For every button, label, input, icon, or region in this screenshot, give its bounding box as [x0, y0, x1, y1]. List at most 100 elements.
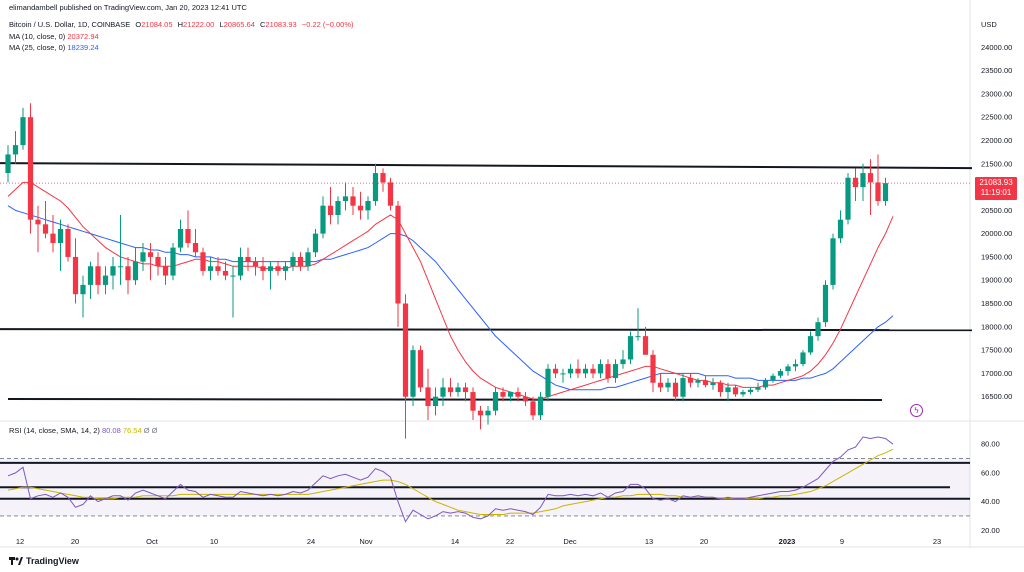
- candle-body: [545, 368, 551, 397]
- candle-body: [185, 228, 191, 243]
- price-tick-label: 19000.00: [981, 276, 1012, 285]
- candle-body: [725, 387, 731, 393]
- candle-body: [845, 177, 851, 220]
- time-tick-label: 2023: [779, 537, 796, 546]
- candle-body: [582, 368, 589, 374]
- candle-body: [312, 233, 319, 253]
- last-price: 21083.93: [979, 178, 1013, 187]
- candle-body: [342, 196, 349, 202]
- candle-body: [42, 224, 49, 234]
- time-tick-label: 10: [210, 537, 218, 546]
- candle-body: [267, 266, 274, 271]
- candle-body: [822, 284, 829, 323]
- symbol-ohlc-line: Bitcoin / U.S. Dollar, 1D, COINBASE O210…: [9, 20, 354, 29]
- open-value: 21084.05: [141, 20, 173, 29]
- price-tick-label: 16500.00: [981, 392, 1012, 401]
- rsi-tick-label: 40.00: [981, 497, 1000, 506]
- time-tick-label: 13: [645, 537, 653, 546]
- level-line: [0, 328, 973, 332]
- candle-body: [740, 392, 746, 395]
- candle-body: [695, 380, 701, 383]
- time-tick-label: Oct: [146, 537, 159, 546]
- price-tick-label: 22500.00: [981, 113, 1012, 122]
- candle-body: [755, 387, 761, 390]
- candle-body: [57, 228, 64, 243]
- level-line: [0, 162, 973, 170]
- candle-body: [687, 378, 694, 383]
- candle-body: [125, 266, 131, 281]
- time-tick-label: 12: [16, 537, 24, 546]
- candle-body: [12, 145, 19, 155]
- candle-body: [830, 238, 836, 285]
- time-tick-label: 14: [451, 537, 459, 546]
- candle-body: [230, 275, 236, 277]
- candle-body: [507, 392, 514, 397]
- candle-body: [252, 261, 259, 267]
- candle-body: [747, 389, 754, 393]
- candle-body: [432, 396, 439, 407]
- candle-body: [440, 387, 446, 397]
- ma10-legend[interactable]: MA (10, close, 0) 20372.94: [9, 32, 99, 41]
- candle-body: [282, 266, 289, 271]
- candle-body: [650, 354, 656, 383]
- bar-countdown: 11:19:01: [980, 188, 1012, 197]
- candle-body: [500, 392, 506, 397]
- last-price-tag: 21083.93 11:19:01: [975, 177, 1017, 200]
- price-tick-label: 21500.00: [981, 159, 1012, 168]
- candle-body: [87, 266, 94, 285]
- price-tick-label: 19500.00: [981, 252, 1012, 261]
- rsi-legend[interactable]: RSI (14, close, SMA, 14, 2) 80.08 76.54 …: [9, 426, 158, 435]
- candle-body: [800, 352, 806, 365]
- candle-body: [117, 266, 124, 268]
- candle-body: [260, 266, 266, 271]
- candle-body: [597, 364, 604, 374]
- candle-body: [875, 182, 881, 202]
- price-tick-label: 23500.00: [981, 66, 1012, 75]
- price-tick-label: 23000.00: [981, 89, 1012, 98]
- time-tick-label: 23: [933, 537, 941, 546]
- candle-body: [65, 228, 71, 257]
- time-tick-label: 20: [71, 537, 79, 546]
- candle-body: [762, 380, 769, 388]
- candle-body: [732, 387, 739, 395]
- candle-body: [462, 387, 469, 393]
- candle-body: [245, 256, 251, 262]
- price-tick-label: 20500.00: [981, 206, 1012, 215]
- candle-body: [237, 256, 244, 276]
- tv-logo-icon: [9, 557, 23, 565]
- candle-body: [837, 219, 844, 239]
- candle-body: [80, 284, 86, 295]
- candle-body: [275, 266, 281, 271]
- candle-body: [417, 350, 424, 388]
- candle-body: [320, 205, 326, 234]
- candle-body: [380, 173, 386, 183]
- candle-body: [477, 410, 484, 416]
- currency-label: USD: [981, 20, 997, 29]
- candle-body: [627, 336, 634, 360]
- candle-body: [200, 252, 206, 271]
- rsi-tick-label: 60.00: [981, 468, 1000, 477]
- candles: [5, 103, 889, 439]
- rsi-value: 80.08: [101, 426, 121, 435]
- candle-body: [110, 266, 116, 276]
- tradingview-logo[interactable]: TradingView: [9, 556, 79, 566]
- candle-body: [635, 336, 641, 338]
- candle-body: [207, 266, 214, 271]
- symbol-label: Bitcoin / U.S. Dollar, 1D, COINBASE: [9, 20, 131, 29]
- candle-body: [162, 266, 169, 276]
- candle-body: [552, 368, 559, 374]
- candle-body: [665, 382, 671, 388]
- candle-body: [537, 396, 544, 416]
- change-value: −0.22 (−0.00%): [301, 20, 354, 29]
- candle-body: [770, 375, 776, 381]
- time-tick-label: 9: [840, 537, 844, 546]
- candle-body: [155, 256, 161, 267]
- candle-body: [132, 261, 139, 281]
- candle-body: [455, 387, 461, 393]
- candle-body: [447, 387, 454, 393]
- time-tick-label: 22: [506, 537, 514, 546]
- lightning-icon[interactable]: ϟ: [910, 404, 923, 417]
- ma25-legend[interactable]: MA (25, close, 0) 18239.24: [9, 43, 99, 52]
- candle-body: [492, 392, 499, 411]
